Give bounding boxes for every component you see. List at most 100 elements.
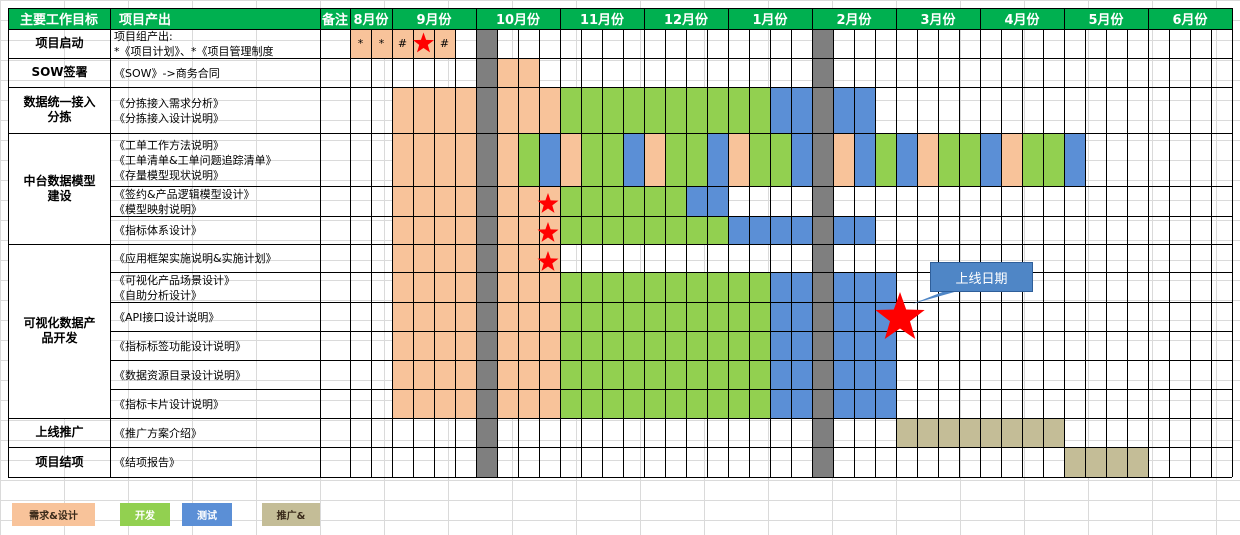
table-vline — [854, 29, 855, 477]
gantt-cell-design — [497, 360, 518, 389]
table-vline — [665, 29, 666, 477]
gantt-cell-design — [434, 272, 455, 302]
gantt-cell-promo — [1106, 447, 1127, 477]
gantt-cell-dev — [560, 87, 581, 133]
gantt-cell-dev — [959, 133, 980, 186]
gantt-cell-design — [539, 272, 560, 302]
gantt-cell-design — [518, 272, 539, 302]
gantt-cell-dev — [665, 360, 686, 389]
gantt-cell-design — [392, 302, 413, 331]
gantt-cell-design — [392, 186, 413, 216]
gantt-cell-dev — [644, 87, 665, 133]
table-vline — [413, 29, 414, 477]
gantt-cell-test — [707, 133, 728, 186]
gantt-cell-dev — [728, 389, 749, 418]
goal-hline — [8, 87, 110, 88]
gantt-cell-design — [644, 133, 665, 186]
gantt-cell-design — [413, 186, 434, 216]
gantt-cell-dev — [644, 331, 665, 360]
gantt-cell-dev — [602, 133, 623, 186]
table-hline — [8, 477, 1232, 478]
gantt-cell-design — [833, 133, 854, 186]
gantt-cell-design — [455, 389, 476, 418]
gantt-cell-design — [413, 331, 434, 360]
table-vline — [392, 29, 393, 477]
gantt-cell-design — [518, 244, 539, 272]
gantt-cell-test — [833, 360, 854, 389]
gantt-cell-test — [791, 216, 812, 244]
gantt-cell-test — [791, 389, 812, 418]
gantt-cell-milestone — [812, 87, 833, 133]
table-vline — [896, 29, 897, 477]
gantt-cell-test — [875, 360, 896, 389]
gantt-cell-dev — [749, 133, 770, 186]
table-vline — [1106, 29, 1107, 477]
table-vline — [560, 29, 561, 477]
star-icon — [537, 222, 559, 242]
gantt-cell-dev — [665, 216, 686, 244]
gantt-cell-dev — [581, 302, 602, 331]
gantt-cell-dev — [518, 133, 539, 186]
gantt-cell-test — [791, 360, 812, 389]
header-month: 6月份 — [1172, 13, 1208, 28]
gantt-cell-milestone — [476, 447, 497, 477]
gantt-cell-dev — [749, 331, 770, 360]
gantt-cell-test — [854, 272, 875, 302]
gantt-cell-test — [770, 272, 791, 302]
gantt-cell-milestone — [812, 302, 833, 331]
header-vline — [1064, 8, 1065, 29]
header-vline — [980, 8, 981, 29]
gantt-cell-dev — [686, 87, 707, 133]
table-hline — [8, 87, 1232, 88]
table-vline — [791, 29, 792, 477]
gantt-cell-design — [434, 389, 455, 418]
gridline — [384, 0, 385, 535]
gantt-cell-dev — [1043, 133, 1064, 186]
table-vline — [707, 29, 708, 477]
gantt-cell-test — [854, 360, 875, 389]
table-vline — [434, 29, 435, 477]
gantt-cell-test — [791, 87, 812, 133]
table-vline — [110, 8, 111, 477]
header-vline — [812, 8, 813, 29]
gantt-cell-dev — [581, 389, 602, 418]
table-vline — [1232, 8, 1233, 477]
gantt-cell-design — [434, 29, 455, 58]
gantt-cell-design — [413, 216, 434, 244]
header-month: 5月份 — [1088, 13, 1124, 28]
gantt-cell-design — [434, 360, 455, 389]
header-month: 8月份 — [353, 13, 389, 28]
gridline — [0, 480, 1240, 481]
product-label: 《工单工作方法说明》 《工单清单&工单问题追踪清单》 《存量模型现状说明》 — [114, 138, 277, 182]
gantt-cell-dev — [728, 331, 749, 360]
gantt-cell-dev — [623, 272, 644, 302]
gantt-cell-dev — [707, 272, 728, 302]
gantt-cell-test — [749, 216, 770, 244]
table-vline — [833, 29, 834, 477]
gantt-cell-milestone — [476, 418, 497, 447]
gantt-cell-design — [413, 272, 434, 302]
goal-hline — [8, 447, 110, 448]
table-vline — [371, 29, 372, 477]
gantt-cell-dev — [602, 331, 623, 360]
gantt-cell-dev — [602, 389, 623, 418]
table-vline — [1064, 29, 1065, 477]
gantt-cell-design — [539, 302, 560, 331]
gantt-cell-test — [854, 331, 875, 360]
product-label: 《指标标签功能设计说明》 — [114, 339, 246, 353]
goal-label: 项目启动 — [35, 36, 84, 50]
gantt-cell-dev — [665, 272, 686, 302]
gantt-cell-dev — [770, 133, 791, 186]
table-vline — [8, 8, 9, 477]
gantt-cell-dev — [581, 186, 602, 216]
goal-label: SOW签署 — [31, 65, 88, 79]
gridline — [0, 520, 1240, 521]
gantt-cell-design — [434, 244, 455, 272]
gantt-cell-milestone — [812, 58, 833, 87]
gantt-cell-dev — [581, 216, 602, 244]
gantt-cell-design — [392, 331, 413, 360]
table-hline — [8, 272, 1232, 273]
gridline — [1216, 0, 1217, 535]
gantt-cell-design — [455, 331, 476, 360]
gantt-cell-design — [350, 29, 371, 58]
